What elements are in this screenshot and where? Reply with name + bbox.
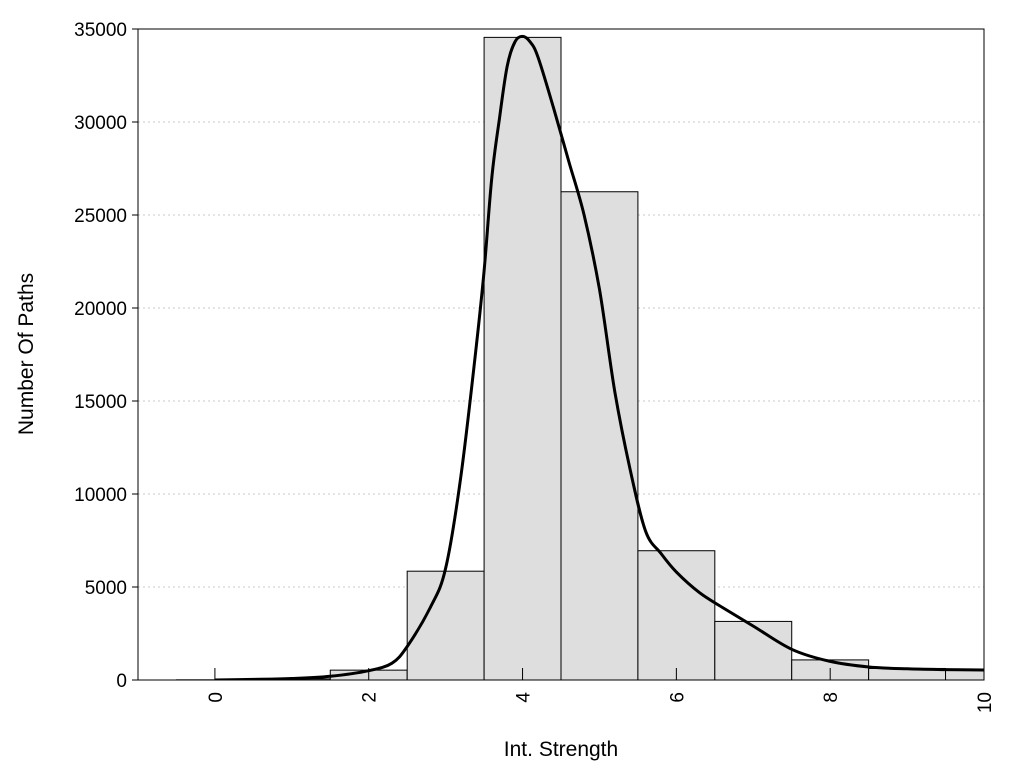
y-axis-title: Number Of Paths bbox=[15, 273, 38, 435]
bar bbox=[406, 570, 485, 680]
bar bbox=[483, 36, 562, 680]
x-tick-label: 2 bbox=[360, 692, 381, 703]
y-tick-label: 25000 bbox=[74, 206, 127, 227]
x-tick-label: 6 bbox=[667, 692, 688, 703]
plot-frame bbox=[137, 28, 985, 681]
y-tick-label: 35000 bbox=[74, 20, 127, 41]
bars bbox=[175, 36, 984, 680]
y-tick-label: 0 bbox=[116, 671, 127, 692]
x-tick-label: 10 bbox=[975, 692, 996, 713]
y-tick-label: 20000 bbox=[74, 299, 127, 320]
bar bbox=[560, 191, 639, 680]
bar bbox=[945, 669, 984, 680]
bar bbox=[714, 620, 793, 680]
y-tick-label: 15000 bbox=[74, 392, 127, 413]
x-tick-label: 0 bbox=[206, 692, 227, 703]
x-tick-label: 8 bbox=[821, 692, 842, 703]
y-tick-label: 30000 bbox=[74, 113, 127, 134]
y-ticks: 0 5000 10000 15000 20000 25000 30000 35000 bbox=[74, 20, 138, 692]
x-tick-label: 4 bbox=[514, 692, 535, 703]
x-axis-title: Int. Strength bbox=[504, 738, 618, 761]
y-tick-label: 10000 bbox=[74, 485, 127, 506]
density-curve bbox=[214, 34, 984, 680]
gridlines bbox=[138, 121, 984, 588]
y-tick-label: 5000 bbox=[85, 578, 127, 599]
